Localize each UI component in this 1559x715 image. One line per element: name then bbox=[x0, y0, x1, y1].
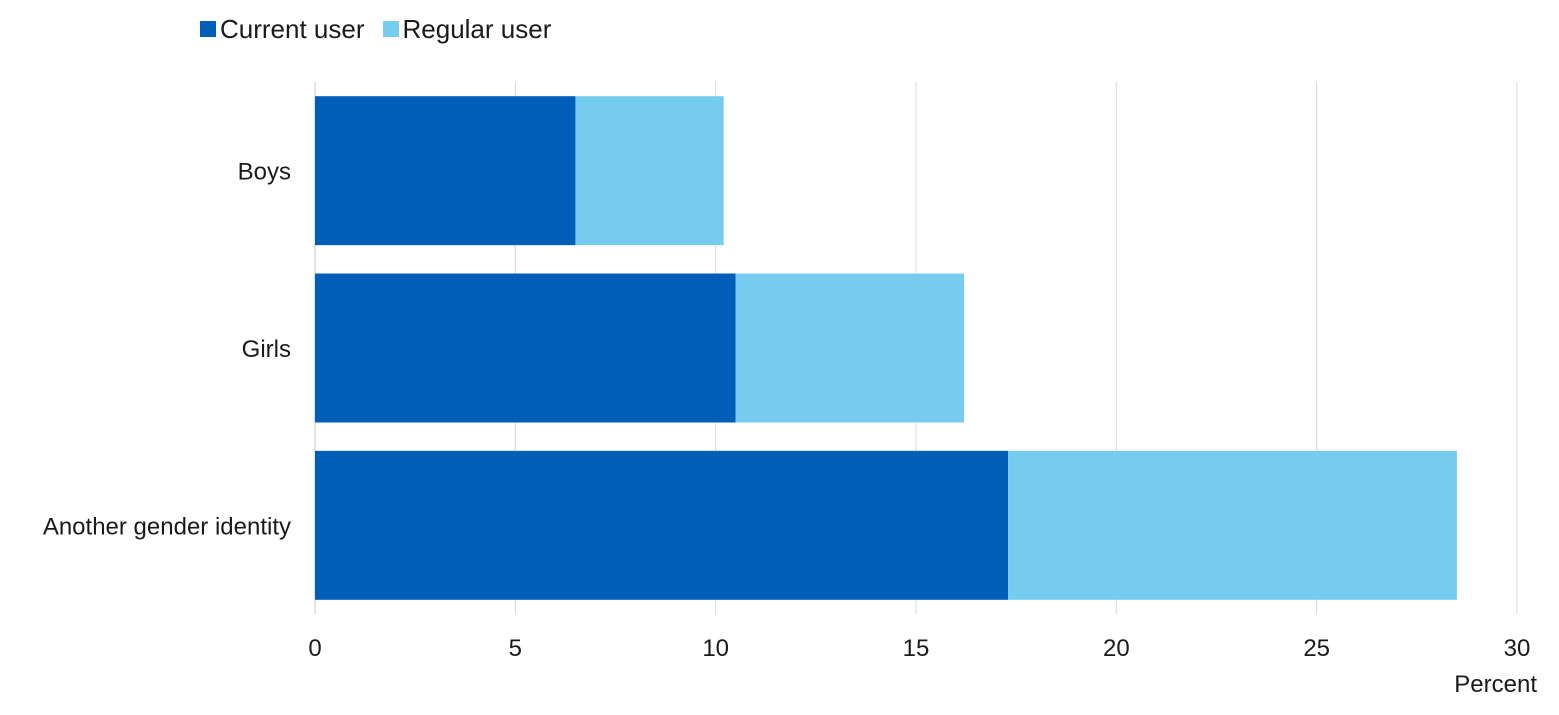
bar-regular-user-another-gender-identity bbox=[1008, 450, 1457, 600]
x-tick-label: 15 bbox=[903, 635, 930, 662]
bar-current-user-another-gender-identity bbox=[315, 450, 1009, 600]
x-tick-label: 0 bbox=[308, 635, 321, 662]
y-category-label: Girls bbox=[242, 336, 291, 363]
legend: Current user Regular user bbox=[200, 12, 551, 46]
legend-label-current-user: Current user bbox=[220, 13, 365, 44]
legend-swatch-regular-user bbox=[382, 21, 399, 37]
x-tick-label: 10 bbox=[702, 635, 729, 662]
x-axis-title: Percent bbox=[1454, 671, 1537, 698]
legend-item-regular-user: Regular user bbox=[382, 13, 552, 45]
bar-current-user-girls bbox=[315, 273, 736, 423]
axis-labels: 0 5 10 15 20 25 30 Boys Girls Another gender iden… bbox=[43, 159, 1531, 662]
x-tick-label: 20 bbox=[1103, 635, 1130, 662]
y-category-label: Boys bbox=[238, 159, 291, 186]
x-tick-label: 30 bbox=[1504, 635, 1531, 662]
bars bbox=[315, 96, 1457, 600]
bar-regular-user-girls bbox=[735, 273, 965, 423]
y-category-label: Another gender identity bbox=[43, 513, 291, 540]
bar-current-user-boys bbox=[315, 96, 576, 246]
x-tick-label: 25 bbox=[1303, 635, 1330, 662]
legend-item-current-user: Current user bbox=[200, 14, 365, 45]
x-tick-label: 5 bbox=[509, 635, 522, 662]
legend-swatch-current-user bbox=[200, 21, 216, 37]
bar-regular-user-boys bbox=[575, 96, 724, 246]
legend-label-regular-user: Regular user bbox=[402, 13, 552, 44]
